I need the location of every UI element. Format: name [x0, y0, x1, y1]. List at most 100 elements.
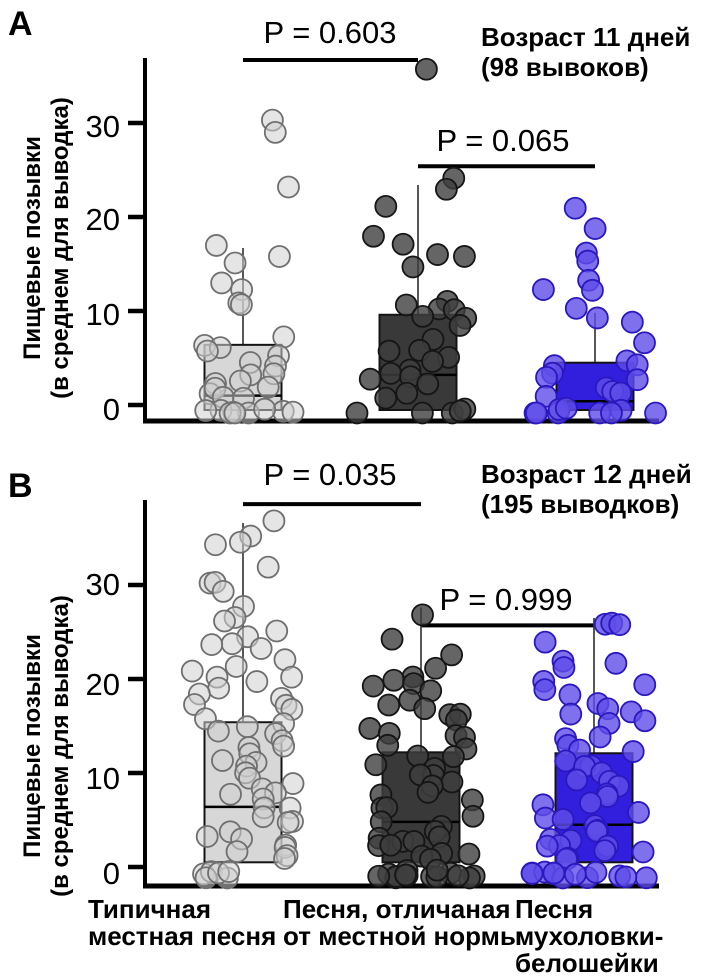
data-point — [621, 740, 645, 763]
data-point — [367, 864, 391, 888]
data-point — [644, 401, 667, 425]
data-point — [217, 860, 241, 883]
data-point — [376, 733, 400, 757]
data-point — [425, 858, 449, 882]
panel-a-pvalue-2: P = 0.065 — [436, 123, 570, 158]
data-point — [620, 310, 644, 334]
data-point — [608, 613, 632, 637]
data-point — [394, 863, 417, 887]
data-point — [382, 668, 406, 692]
panel-a-ytick-30: 30 — [85, 109, 120, 144]
data-point — [204, 234, 228, 257]
data-point — [413, 697, 437, 721]
data-point — [200, 633, 224, 657]
data-point — [633, 709, 657, 733]
data-point — [457, 842, 481, 866]
data-point — [593, 839, 617, 863]
panel-b-ytick-30: 30 — [85, 567, 120, 602]
data-point — [213, 609, 236, 633]
data-point — [225, 840, 249, 864]
panel-a-ylabel: Пищевые позывки (в среднем для выводка) — [19, 68, 75, 428]
data-point — [559, 702, 583, 726]
x-label-3-line2: мухоловки- — [515, 921, 664, 951]
panel-a-ytick-20: 20 — [85, 202, 120, 237]
data-point — [277, 175, 300, 199]
data-point — [358, 717, 382, 740]
data-point — [262, 509, 286, 533]
panel-b-ytick-20: 20 — [85, 667, 120, 702]
data-point — [600, 401, 623, 425]
data-point — [434, 177, 458, 201]
data-point — [585, 306, 609, 330]
panel-a-pvalue-1: P = 0.603 — [263, 15, 397, 50]
data-point — [224, 655, 248, 678]
x-label-1-line2: местная песня — [88, 921, 277, 951]
data-point — [533, 630, 557, 654]
data-point — [554, 749, 578, 773]
data-point — [281, 772, 305, 795]
data-point — [206, 719, 230, 743]
data-point — [588, 725, 612, 749]
data-point — [533, 678, 557, 702]
data-point — [532, 278, 555, 301]
x-label-3-line1: Песня — [515, 894, 594, 924]
data-point — [583, 217, 607, 241]
data-point — [448, 399, 472, 423]
data-point — [194, 399, 218, 422]
panel-b-title: Возраст 12 дней (195 выводков) — [481, 459, 692, 519]
data-point — [584, 860, 608, 884]
data-point — [581, 278, 604, 302]
data-point — [411, 304, 435, 328]
data-point — [563, 196, 587, 220]
data-point — [461, 804, 485, 828]
data-point — [377, 339, 401, 363]
panel-b-title-line1: Возраст 12 дней — [481, 459, 692, 489]
data-point — [446, 864, 470, 888]
data-point — [627, 801, 650, 824]
panel-a-title: Возраст 11 дней (98 вывоков) — [481, 22, 690, 82]
data-point — [273, 847, 296, 870]
panel-b-pvalue-1: P = 0.035 — [263, 457, 397, 492]
data-point — [394, 293, 418, 317]
data-point — [633, 673, 657, 697]
data-point — [377, 693, 401, 717]
panel-b-letter: B — [8, 467, 33, 505]
panel-a-ytick-0: 0 — [102, 392, 120, 427]
data-point — [280, 665, 304, 689]
data-point — [564, 296, 588, 320]
data-point — [220, 632, 244, 656]
panel-b-ytick-0: 0 — [102, 856, 120, 891]
data-point — [364, 753, 388, 777]
data-point — [542, 861, 566, 885]
data-point — [345, 401, 369, 425]
data-point — [256, 555, 280, 579]
data-point — [453, 245, 476, 268]
data-point — [228, 530, 252, 554]
data-point — [281, 400, 305, 424]
data-point — [245, 670, 269, 693]
data-point — [268, 245, 291, 268]
data-point — [265, 619, 289, 643]
data-point — [361, 674, 385, 698]
data-point — [625, 368, 649, 392]
data-point — [411, 603, 434, 627]
data-point — [558, 683, 582, 707]
data-point — [442, 745, 465, 769]
data-point — [251, 805, 275, 829]
data-point — [380, 627, 404, 651]
data-point — [634, 866, 658, 890]
data-point — [414, 57, 438, 81]
data-point — [374, 194, 398, 218]
data-point — [196, 339, 219, 363]
data-point — [207, 676, 231, 700]
x-label-2-line2: от местной нормы — [283, 921, 523, 951]
data-point — [263, 120, 287, 144]
panel-a-title-line2: (98 вывоков) — [481, 52, 649, 82]
data-point — [551, 808, 575, 831]
data-point — [223, 251, 247, 275]
data-point — [614, 865, 638, 889]
data-point — [552, 656, 576, 679]
data-point — [358, 367, 382, 391]
data-point — [416, 780, 440, 804]
